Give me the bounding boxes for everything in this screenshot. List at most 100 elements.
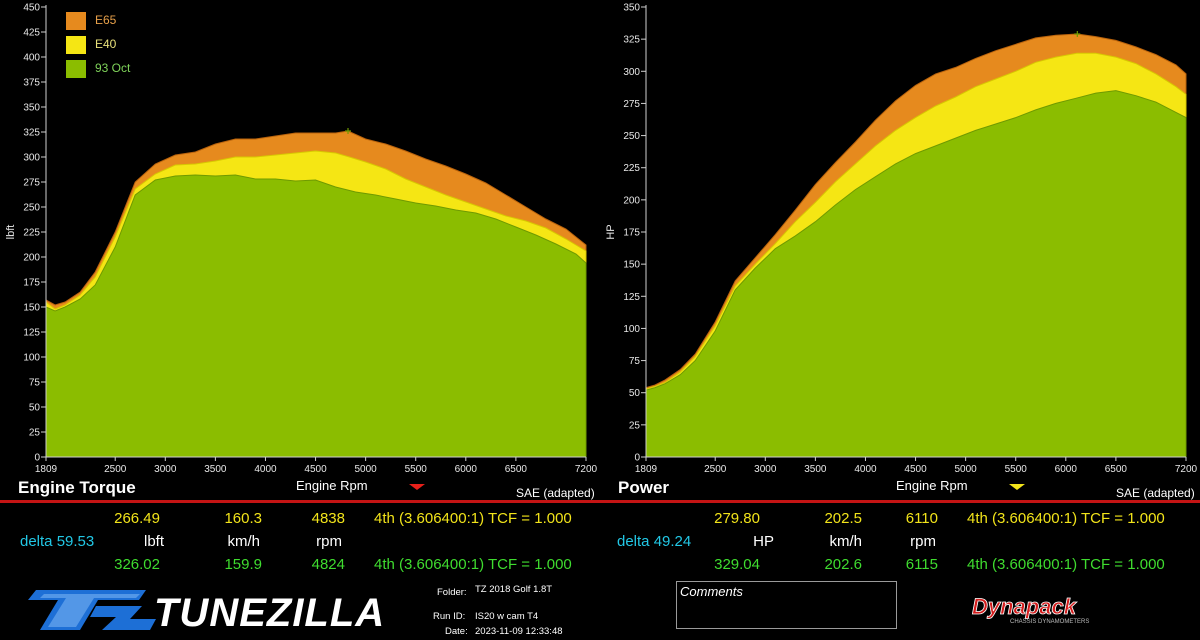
power-row1-speed: 202.5 xyxy=(824,510,862,527)
torque-x-tick-label: 3000 xyxy=(154,464,177,475)
power-row1-gear: 4th (3.606400:1) TCF = 1.000 xyxy=(967,510,1165,527)
dynapack-logo-subtext: CHASSIS DYNAMOMETERS xyxy=(1010,619,1089,625)
torque-y-tick-label: 425 xyxy=(23,28,40,39)
folder-value: TZ 2018 Golf 1.8T xyxy=(475,584,553,595)
divider-red-line xyxy=(0,500,1200,503)
power-delta: delta 49.24 xyxy=(617,533,692,550)
power-speed-unit: km/h xyxy=(829,533,862,550)
power-chart-svg: 0 25 50 75 100 125 150 175 200 225 250 275 300 325 350… xyxy=(605,3,1198,476)
comments-label: Comments xyxy=(680,584,743,599)
power-y-tick-label: 175 xyxy=(623,228,640,239)
power-panel-title: Power xyxy=(618,478,670,497)
power-x-tick-label: 3000 xyxy=(754,464,777,475)
date-value: 2023-11-09 12:33:48 xyxy=(475,626,563,637)
power-x-tick-label: 5500 xyxy=(1005,464,1028,475)
power-cursor-arrow-icon[interactable] xyxy=(1009,484,1025,490)
power-row3-speed: 202.6 xyxy=(824,556,862,573)
torque-x-tick-label: 6000 xyxy=(455,464,478,475)
date-label: Date: xyxy=(445,626,468,637)
torque-y-tick-label: 350 xyxy=(23,103,40,114)
power-y-tick-label: 275 xyxy=(623,99,640,110)
torque-x-tick-label: 5000 xyxy=(355,464,378,475)
power-peak-marker xyxy=(1074,31,1081,37)
comments-box[interactable]: Comments xyxy=(676,581,897,629)
power-x-tick-label: 5000 xyxy=(955,464,978,475)
torque-chart: 0 25 50 75 100 125 150 175 200 225 250 275 300 325 350… xyxy=(0,0,600,480)
torque-y-tick-label: 25 xyxy=(29,428,41,439)
power-xaxis-label: Engine Rpm xyxy=(896,478,968,493)
power-y-tick-label: 125 xyxy=(623,292,640,303)
torque-x-tick-label: 2500 xyxy=(104,464,127,475)
power-row1-rpm: 6110 xyxy=(905,510,938,527)
torque-y-tick-label: 175 xyxy=(23,278,40,289)
torque-panel-title: Engine Torque xyxy=(18,478,136,497)
legend-label-e65: E65 xyxy=(95,13,117,27)
torque-row3-value: 326.02 xyxy=(114,556,160,573)
torque-y-tick-label: 150 xyxy=(23,303,40,314)
torque-area-93-oct xyxy=(45,174,587,458)
tunezilla-logo-icon: TUNEZILLA xyxy=(28,590,385,635)
power-y-tick-label: 0 xyxy=(634,453,640,464)
power-y-tick-label: 250 xyxy=(623,131,640,142)
legend-label-93oct: 93 Oct xyxy=(95,61,131,75)
torque-y-tick-label: 325 xyxy=(23,128,40,139)
torque-y-tick-label: 100 xyxy=(23,353,40,364)
legend-swatch-e40 xyxy=(66,36,86,54)
torque-y-tick-label: 300 xyxy=(23,153,40,164)
power-y-tick-label: 150 xyxy=(623,260,640,271)
power-y-tick-label: 25 xyxy=(629,420,641,431)
power-area-93-oct xyxy=(645,90,1187,458)
tunezilla-brand-text: TUNEZILLA xyxy=(154,591,385,634)
runid-label: Run ID: xyxy=(433,611,466,622)
power-row3-gear: 4th (3.606400:1) TCF = 1.000 xyxy=(967,556,1165,573)
power-rpm-unit: rpm xyxy=(910,533,936,550)
torque-y-tick-label: 225 xyxy=(23,228,40,239)
torque-x-tick-label: 3500 xyxy=(204,464,227,475)
power-sae-note: SAE (adapted) xyxy=(1116,486,1195,500)
torque-delta: delta 59.53 xyxy=(20,533,95,550)
torque-y-axis-label: lbft xyxy=(5,225,17,240)
torque-row1-value: 266.49 xyxy=(114,510,160,527)
legend-label-e40: E40 xyxy=(95,37,117,51)
power-chart: 0 25 50 75 100 125 150 175 200 225 250 275 300 325 350… xyxy=(600,0,1200,480)
legend-swatch-e65 xyxy=(66,12,86,30)
power-x-tick-label: 2500 xyxy=(704,464,727,475)
torque-y-tick-label: 375 xyxy=(23,78,40,89)
torque-y-tick-label: 0 xyxy=(34,453,40,464)
torque-x-tick-label: 4000 xyxy=(254,464,277,475)
torque-y-tick-label: 400 xyxy=(23,53,40,64)
power-y-tick-label: 100 xyxy=(623,324,640,335)
power-y-tick-label: 325 xyxy=(623,35,640,46)
power-row1-value: 279.80 xyxy=(714,510,760,527)
power-y-tick-label: 350 xyxy=(623,3,640,14)
power-y-axis-label: HP xyxy=(605,224,617,239)
torque-x-tick-label: 7200 xyxy=(575,464,598,475)
torque-unit: lbft xyxy=(143,533,164,550)
torque-sae-note: SAE (adapted) xyxy=(516,486,595,500)
power-y-tick-label: 75 xyxy=(629,356,641,367)
dynapack-logo: Dynapack CHASSIS DYNAMOMETERS xyxy=(970,590,1130,630)
torque-row3-rpm: 4824 xyxy=(311,556,345,573)
torque-y-tick-label: 450 xyxy=(23,3,40,14)
torque-speed-unit: km/h xyxy=(227,533,260,550)
runid-value: IS20 w cam T4 xyxy=(475,611,539,622)
tunezilla-logo: TUNEZILLA xyxy=(18,586,403,635)
torque-y-tick-label: 250 xyxy=(23,203,40,214)
torque-row1-gear: 4th (3.606400:1) TCF = 1.000 xyxy=(374,510,572,527)
power-y-tick-label: 300 xyxy=(623,67,640,78)
power-x-tick-label: 3500 xyxy=(804,464,827,475)
torque-y-tick-label: 50 xyxy=(29,403,41,414)
torque-rpm-unit: rpm xyxy=(316,533,342,550)
power-row3-value: 329.04 xyxy=(714,556,760,573)
power-y-tick-label: 50 xyxy=(629,388,641,399)
power-x-tick-label: 4500 xyxy=(904,464,927,475)
torque-x-tick-label: 4500 xyxy=(304,464,327,475)
power-unit: HP xyxy=(753,533,774,550)
torque-cursor-arrow-icon[interactable] xyxy=(409,484,425,490)
torque-xaxis-label: Engine Rpm xyxy=(296,478,368,493)
power-x-tick-label: 6500 xyxy=(1105,464,1128,475)
folder-label: Folder: xyxy=(437,587,467,598)
torque-row1-speed: 160.3 xyxy=(224,510,262,527)
torque-row3-speed: 159.9 xyxy=(224,556,262,573)
dynapack-logo-icon: Dynapack CHASSIS DYNAMOMETERS xyxy=(972,594,1090,625)
